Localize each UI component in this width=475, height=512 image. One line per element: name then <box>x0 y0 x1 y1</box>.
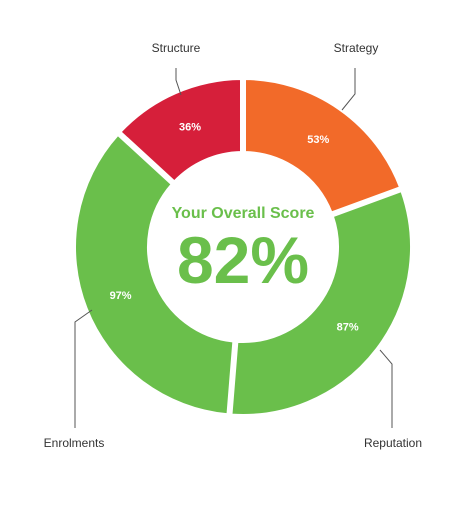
segment-value-strategy: 53% <box>307 134 329 146</box>
segment-value-reputation: 87% <box>337 322 359 334</box>
leader-line-enrolments <box>74 309 93 428</box>
leader-line-strategy <box>341 68 356 111</box>
category-label-strategy: Strategy <box>334 41 379 55</box>
segment-value-enrolments: 97% <box>110 290 132 302</box>
category-label-reputation: Reputation <box>364 436 422 450</box>
donut-segment-structure[interactable] <box>119 78 242 183</box>
segment-value-labels: 53% 87% 97% 36% <box>110 122 359 334</box>
leader-line-structure <box>175 68 182 96</box>
category-label-structure: Structure <box>152 41 201 55</box>
category-label-enrolments: Enrolments <box>44 436 105 450</box>
leader-lines <box>74 68 393 428</box>
donut-segments <box>74 78 412 416</box>
overall-score-title: Your Overall Score <box>171 205 315 222</box>
donut-segment-enrolments[interactable] <box>74 133 235 416</box>
donut-segment-strategy[interactable] <box>244 78 402 214</box>
donut-segment-reputation[interactable] <box>230 190 412 416</box>
leader-line-reputation <box>379 349 393 428</box>
overall-score-value: 82% <box>176 223 310 297</box>
segment-value-structure: 36% <box>179 122 201 134</box>
category-labels: Strategy Reputation Enrolments Structure <box>44 41 422 450</box>
